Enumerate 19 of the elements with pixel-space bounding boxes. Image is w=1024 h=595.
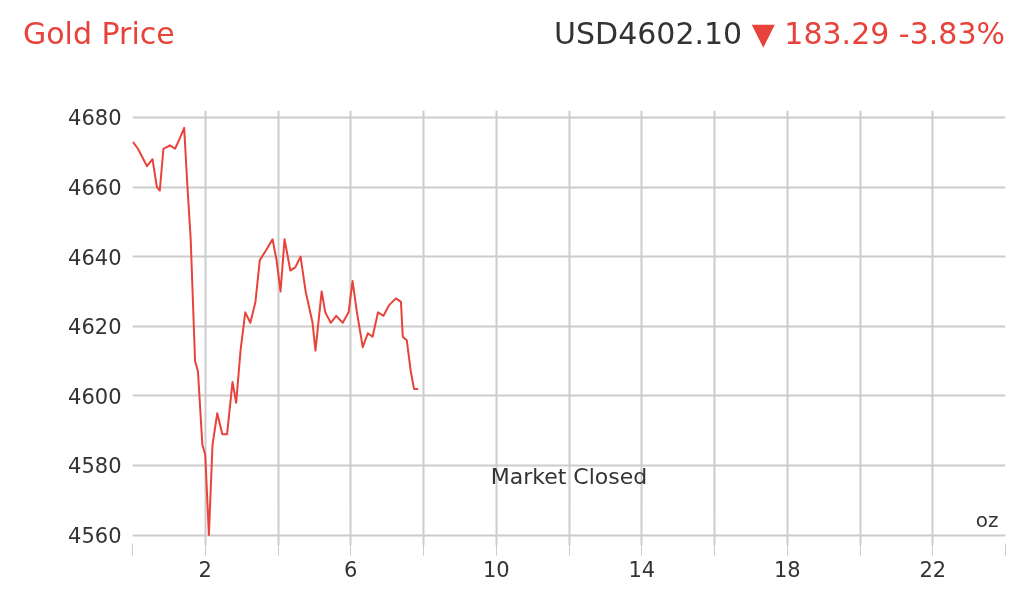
x-tick-label: 14 [628, 557, 656, 582]
y-tick-label: 4560 [68, 524, 122, 549]
x-tick-label: 22 [919, 557, 947, 582]
x-tick-label: 6 [344, 557, 358, 582]
y-tick-label: 4660 [68, 176, 122, 201]
annotation: Market Closed [490, 463, 648, 489]
y-tick-label: 4640 [68, 245, 122, 270]
annotation: oz [975, 508, 999, 533]
y-tick-label: 4600 [68, 384, 122, 409]
y-tick-label: 4680 [68, 106, 122, 131]
x-tick-label: 18 [773, 557, 801, 582]
y-tick-label: 4620 [68, 315, 122, 340]
line-series [132, 126, 420, 537]
x-tick-label: 2 [198, 557, 212, 582]
y-tick-label: 4580 [68, 454, 122, 479]
chart-title: Gold Price [23, 15, 175, 53]
x-tick-label: 10 [482, 557, 510, 582]
chart-subtitle: USD4602.10 [554, 16, 743, 51]
text: ▼ 183.29 -3.83% [751, 16, 1005, 51]
